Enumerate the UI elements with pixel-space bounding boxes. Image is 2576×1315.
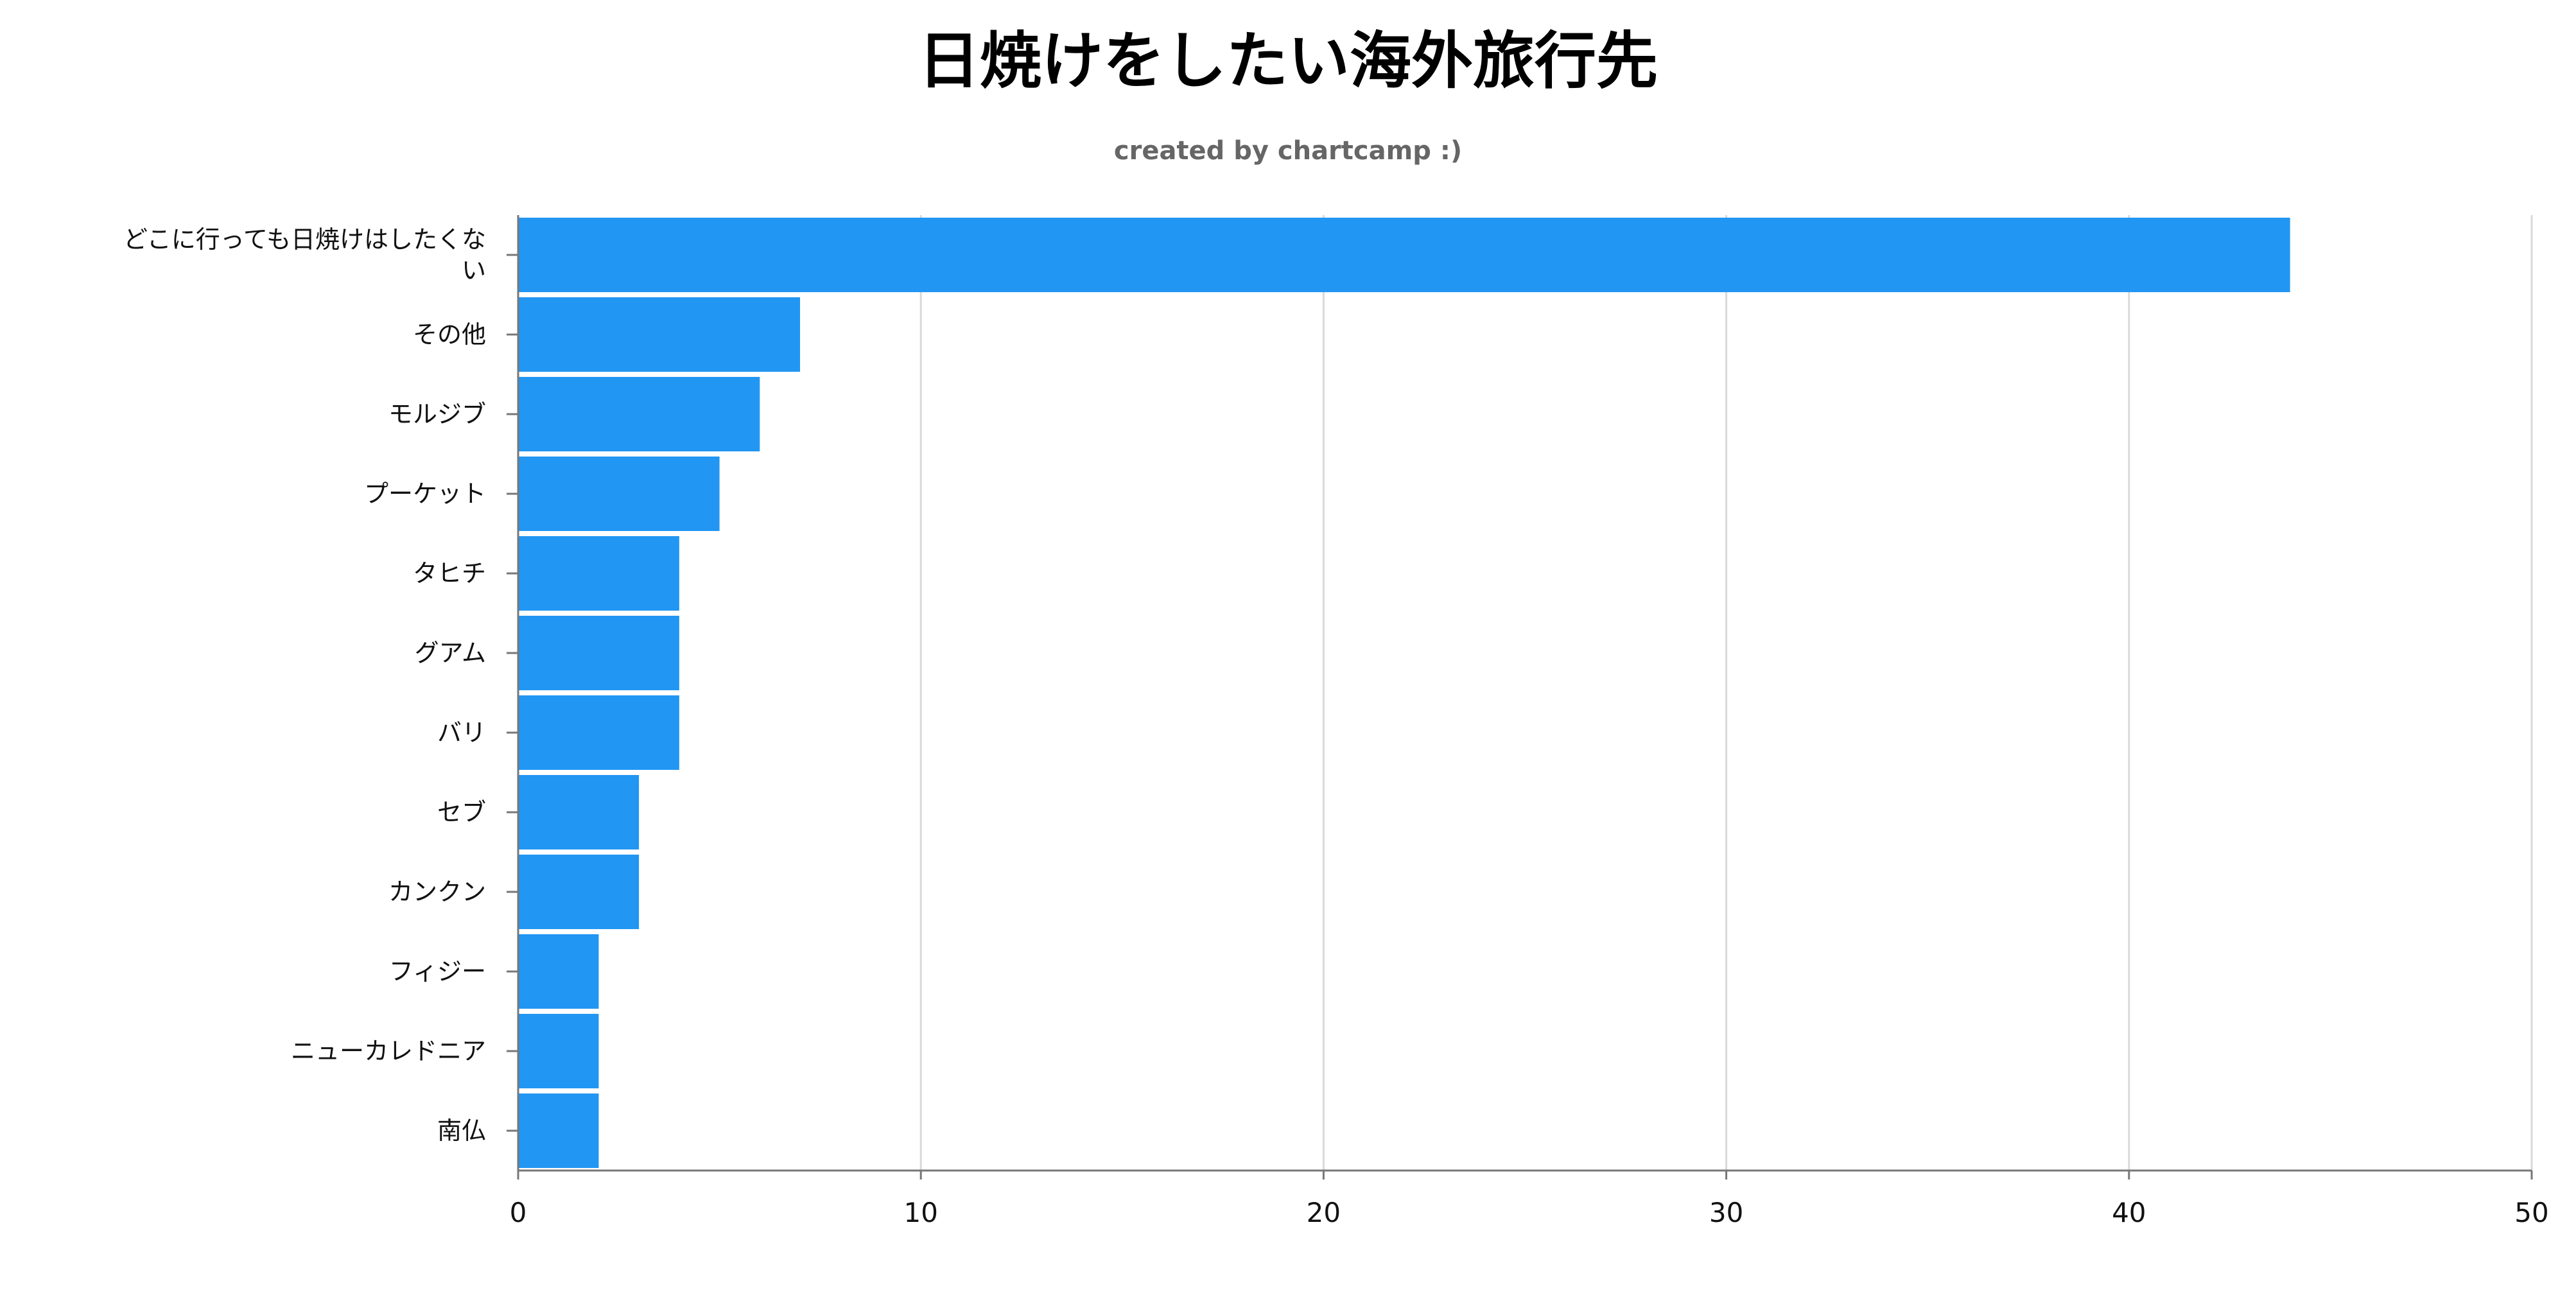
bar <box>518 1093 599 1168</box>
x-tick-label: 20 <box>1307 1197 1341 1228</box>
category-label: その他 <box>413 320 486 349</box>
category-labels: どこに行っても日焼けはしたくないその他モルジブプーケットタヒチグアムバリセブカン… <box>123 225 486 1145</box>
x-tick-label: 30 <box>1709 1197 1743 1228</box>
category-label-line: その他 <box>413 320 486 349</box>
bar <box>518 934 599 1009</box>
category-label: モルジブ <box>388 400 486 428</box>
axes <box>507 215 2532 1172</box>
bar <box>518 297 801 372</box>
category-label: どこに行っても日焼けはしたくない <box>123 225 486 284</box>
category-label: フィジー <box>389 957 486 986</box>
category-label-line: プーケット <box>364 480 486 508</box>
x-tick-label: 40 <box>2112 1197 2146 1228</box>
bars <box>518 218 2290 1168</box>
gridlines <box>919 215 2533 1171</box>
bar <box>518 536 679 611</box>
category-label: グアム <box>415 639 486 667</box>
chart-title: 日焼けをしたい海外旅行先 <box>918 25 1658 97</box>
category-label-line: セブ <box>437 798 486 826</box>
x-axis-ticks: 0 10 20 30 40 50 <box>510 1171 2549 1228</box>
category-label: 南仏 <box>437 1117 486 1145</box>
category-label: セブ <box>437 798 486 826</box>
x-tick-label: 0 <box>510 1197 527 1228</box>
bar <box>518 218 2290 292</box>
category-label: ニューカレドニア <box>291 1037 486 1065</box>
bar <box>518 855 640 929</box>
bar <box>518 695 679 770</box>
bar <box>518 775 640 849</box>
category-label-line: タヒチ <box>413 559 486 588</box>
bar <box>518 457 720 531</box>
x-tick-label: 10 <box>903 1197 937 1228</box>
bar <box>518 1014 599 1088</box>
category-label-line: い <box>462 256 486 284</box>
x-tick-label: 50 <box>2514 1197 2548 1228</box>
category-label-line: フィジー <box>389 957 486 986</box>
category-label-line: 南仏 <box>437 1117 486 1145</box>
category-label-line: ニューカレドニア <box>291 1037 486 1065</box>
category-label: バリ <box>437 718 486 747</box>
chart-subtitle: created by chartcamp :) <box>1113 136 1463 166</box>
category-label-line: カンクン <box>388 878 486 906</box>
category-label-line: モルジブ <box>388 400 486 428</box>
category-label: プーケット <box>364 480 486 508</box>
category-label: タヒチ <box>413 559 486 588</box>
category-label-line: グアム <box>415 639 486 667</box>
category-label-line: どこに行っても日焼けはしたくな <box>123 225 486 254</box>
bar <box>518 377 760 451</box>
category-label-line: バリ <box>437 718 486 747</box>
category-label: カンクン <box>388 878 486 906</box>
bar <box>518 616 679 690</box>
